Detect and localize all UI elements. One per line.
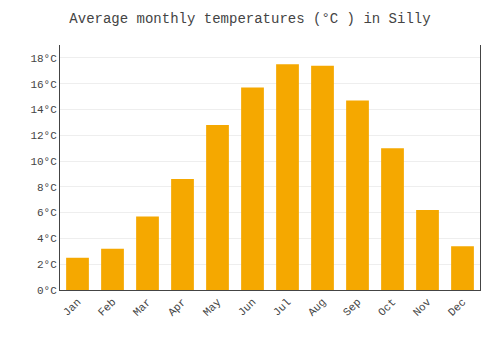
svg-text:Sep: Sep bbox=[341, 296, 363, 318]
svg-text:Oct: Oct bbox=[376, 296, 398, 318]
svg-text:Apr: Apr bbox=[166, 296, 188, 318]
svg-text:Mar: Mar bbox=[131, 296, 153, 318]
svg-text:8°C: 8°C bbox=[37, 182, 57, 194]
svg-text:Dec: Dec bbox=[446, 296, 468, 318]
svg-text:14°C: 14°C bbox=[30, 104, 57, 116]
svg-text:0°C: 0°C bbox=[37, 285, 57, 297]
svg-text:18°C: 18°C bbox=[30, 53, 57, 65]
svg-text:Jan: Jan bbox=[61, 296, 83, 318]
svg-text:6°C: 6°C bbox=[37, 207, 57, 219]
svg-text:Average monthly temperatures (: Average monthly temperatures (°C ) in Si… bbox=[69, 11, 430, 27]
svg-text:Aug: Aug bbox=[306, 296, 328, 318]
svg-text:4°C: 4°C bbox=[37, 233, 57, 245]
svg-text:10°C: 10°C bbox=[30, 156, 57, 168]
svg-text:Jun: Jun bbox=[236, 296, 258, 318]
svg-text:16°C: 16°C bbox=[30, 79, 57, 91]
svg-text:Jul: Jul bbox=[271, 296, 293, 318]
svg-text:2°C: 2°C bbox=[37, 259, 57, 271]
svg-text:May: May bbox=[201, 296, 224, 319]
svg-text:12°C: 12°C bbox=[30, 130, 57, 142]
svg-text:Feb: Feb bbox=[96, 296, 118, 318]
svg-text:Nov: Nov bbox=[411, 296, 434, 319]
